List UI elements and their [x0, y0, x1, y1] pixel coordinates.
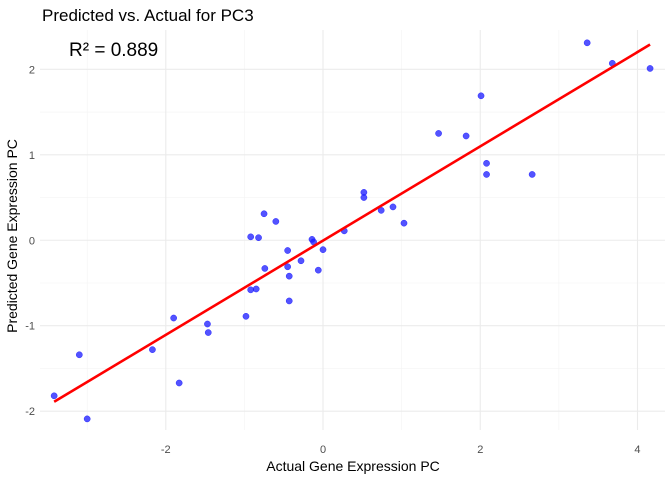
x-tick-label: 4 — [634, 444, 640, 456]
y-tick-label: 0 — [29, 235, 35, 247]
data-point — [583, 39, 591, 47]
data-point — [297, 257, 305, 265]
data-point — [377, 206, 385, 214]
data-point — [477, 92, 485, 100]
x-axis-title: Actual Gene Expression PC — [266, 458, 440, 474]
data-point — [75, 351, 83, 359]
data-point — [314, 266, 322, 274]
data-point — [175, 379, 183, 387]
x-tick-label: 0 — [320, 444, 326, 456]
r-squared-annotation: R² = 0.889 — [69, 40, 158, 61]
data-point — [149, 346, 156, 354]
data-point — [462, 132, 470, 140]
data-point — [204, 320, 211, 328]
data-point — [255, 234, 262, 242]
y-tick-label: 2 — [29, 64, 35, 76]
data-point — [204, 329, 212, 336]
data-point — [400, 219, 408, 227]
data-point — [285, 272, 293, 280]
data-point — [483, 171, 490, 178]
grid-lines — [40, 30, 665, 430]
data-point — [285, 297, 293, 305]
y-tick-label: -1 — [25, 321, 35, 333]
data-point — [170, 314, 177, 322]
data-point — [284, 263, 291, 271]
x-tick-label: 2 — [477, 444, 483, 456]
regression-line — [53, 43, 651, 403]
data-point — [242, 312, 250, 320]
x-tick-label: -2 — [161, 444, 171, 456]
data-point — [247, 286, 255, 294]
regression-line-group — [53, 43, 651, 403]
y-axis-tick-labels: -2 -1 0 1 2 — [25, 64, 35, 418]
data-point — [272, 218, 280, 225]
data-point — [284, 247, 291, 254]
chart-title: Predicted vs. Actual for PC3 — [42, 6, 254, 25]
data-point — [261, 265, 269, 272]
data-point — [252, 285, 260, 293]
data-point — [360, 194, 368, 201]
data-point — [483, 159, 490, 167]
y-axis-title: Predicted Gene Expression PC — [4, 139, 20, 333]
data-point — [260, 210, 268, 218]
data-point — [528, 171, 536, 178]
x-axis-tick-labels: -2 0 2 4 — [161, 444, 641, 456]
y-tick-label: -2 — [25, 406, 35, 418]
data-point — [389, 203, 397, 211]
data-point — [247, 233, 255, 241]
data-point — [435, 130, 442, 137]
data-point — [646, 65, 654, 72]
data-point — [83, 415, 91, 423]
y-tick-label: 1 — [29, 150, 35, 162]
data-point — [50, 392, 58, 400]
data-point — [319, 246, 327, 254]
